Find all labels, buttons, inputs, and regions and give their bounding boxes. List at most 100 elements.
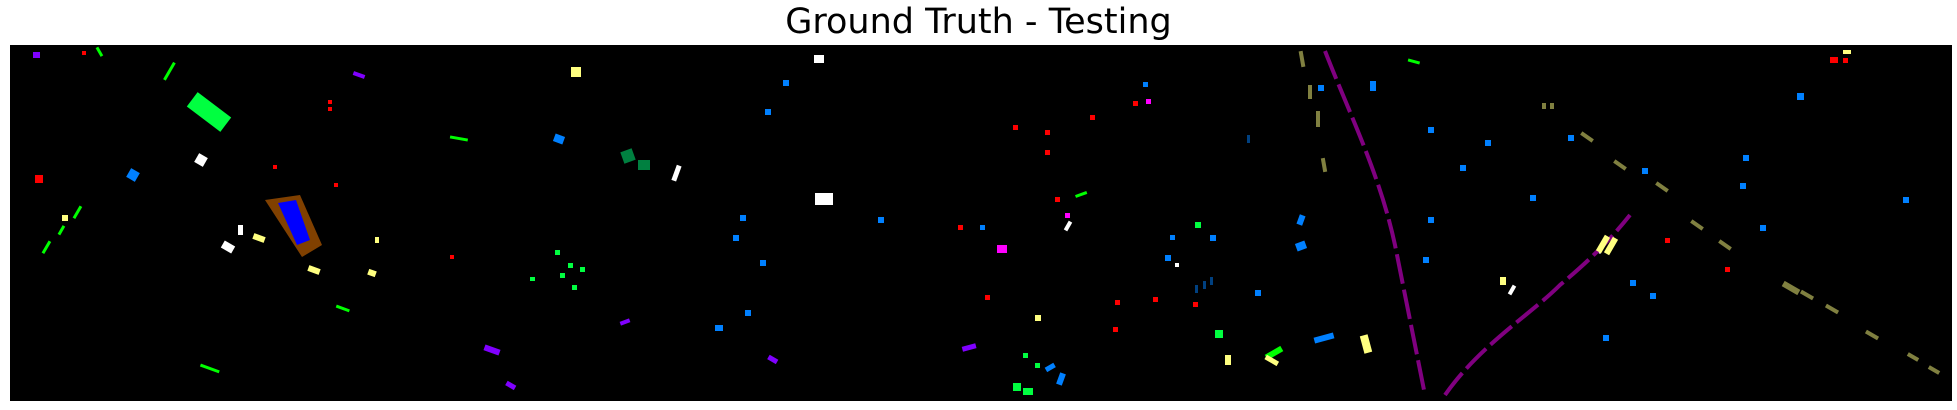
map-region (273, 165, 277, 169)
map-region (1725, 267, 1730, 272)
map-region (1170, 235, 1175, 240)
map-region (62, 215, 68, 221)
map-region (1210, 277, 1213, 285)
map-region (1195, 285, 1198, 293)
map-region (1255, 290, 1261, 296)
map-region (1165, 255, 1171, 261)
map-region (252, 233, 266, 243)
ground-truth-map (10, 45, 1952, 401)
map-region (194, 153, 208, 167)
map-region (1320, 157, 1328, 173)
map-region (1485, 140, 1491, 146)
map-region (1864, 329, 1880, 341)
map-region (997, 245, 1007, 253)
map-region (352, 71, 366, 79)
map-region (767, 354, 779, 365)
map-region (1642, 168, 1648, 174)
map-region (1298, 50, 1306, 68)
map-region (1143, 82, 1148, 87)
map-region (1045, 130, 1050, 135)
map-region (1743, 155, 1749, 161)
map-region (1023, 388, 1033, 395)
map-region (1063, 220, 1073, 232)
map-region (1843, 50, 1851, 54)
map-region (1013, 125, 1018, 130)
map-region (1225, 355, 1231, 365)
map-region (715, 325, 723, 331)
map-region (1595, 234, 1611, 254)
map-background (10, 45, 1952, 401)
map-region (1264, 354, 1280, 367)
map-region (530, 277, 535, 281)
map-region (815, 193, 833, 205)
map-region (1215, 330, 1223, 338)
map-region (1318, 85, 1324, 91)
map-region (1797, 93, 1804, 100)
map-region (1153, 297, 1158, 302)
map-region (745, 310, 751, 316)
map-region (985, 295, 990, 300)
map-region (555, 250, 560, 255)
map-region (1428, 217, 1434, 223)
map-region (580, 267, 585, 272)
map-region (1655, 181, 1669, 193)
map-region (1568, 135, 1574, 141)
map-region (449, 135, 469, 142)
map-region (1044, 362, 1056, 373)
map-region (1247, 135, 1250, 143)
map-region (1460, 165, 1466, 171)
map-region (1203, 281, 1206, 289)
map-region (1718, 239, 1732, 251)
map-region (1075, 191, 1088, 198)
map-region (95, 46, 104, 57)
map-region (186, 92, 232, 132)
map-region (560, 273, 565, 278)
map-region (505, 380, 517, 391)
map-region (1175, 263, 1179, 267)
map-region (1903, 197, 1909, 203)
map-region (1045, 150, 1050, 155)
map-region (740, 215, 746, 221)
map-region (1316, 111, 1320, 127)
map-region (1210, 235, 1216, 241)
map-region (307, 265, 321, 275)
map-region (72, 205, 83, 220)
map-region (671, 164, 682, 182)
map-region (1428, 127, 1434, 133)
map-region (1055, 197, 1060, 202)
map-region (878, 217, 884, 223)
map-region (1665, 238, 1670, 243)
map-region (1065, 213, 1070, 218)
map-region (958, 225, 963, 230)
map-region (1407, 58, 1421, 65)
map-region (1090, 115, 1095, 120)
map-region (1824, 303, 1840, 315)
map-region (57, 225, 66, 236)
map-region (1113, 327, 1118, 332)
map-region (783, 80, 789, 86)
map-region (1613, 159, 1627, 171)
map-region (1370, 81, 1376, 91)
map-region (1193, 302, 1198, 307)
map-region (328, 100, 332, 104)
map-region (82, 51, 86, 55)
map-road (1323, 50, 1427, 396)
map-region (1630, 280, 1636, 286)
map-region (278, 200, 310, 245)
map-region (483, 344, 501, 356)
map-region (1035, 315, 1041, 321)
map-region (814, 55, 824, 63)
map-region (335, 304, 350, 313)
map-region (35, 175, 43, 183)
map-region (1906, 352, 1920, 362)
map-region (1056, 372, 1066, 386)
map-region (638, 160, 650, 170)
map-region (1146, 99, 1151, 104)
ground-truth-map-canvas (10, 45, 1952, 401)
map-region (1843, 58, 1848, 63)
map-region (1927, 365, 1941, 375)
map-region (1530, 195, 1536, 201)
map-region (1740, 183, 1746, 189)
map-region (163, 61, 176, 81)
map-region (1542, 103, 1546, 109)
